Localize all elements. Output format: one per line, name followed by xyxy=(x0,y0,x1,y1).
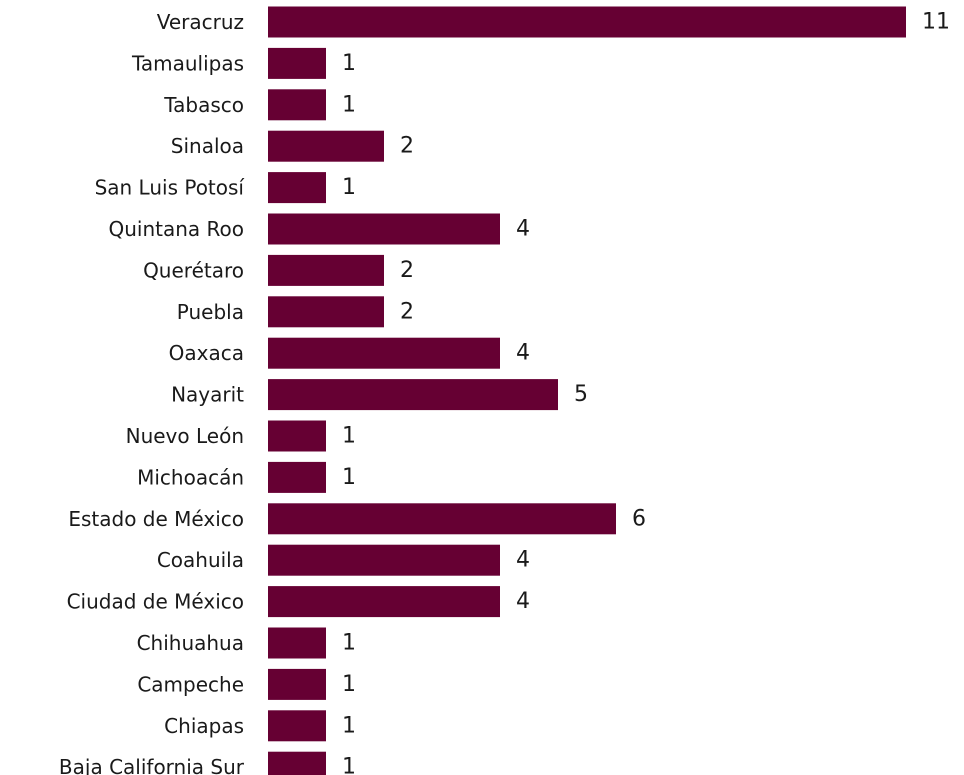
bar-campeche xyxy=(268,669,326,700)
category-label-coahuila: Coahuila xyxy=(157,548,244,572)
value-label-chihuahua: 1 xyxy=(342,631,356,656)
category-label-baja-california-sur: Baja California Sur xyxy=(59,755,245,775)
category-label-oaxaca: Oaxaca xyxy=(169,341,244,365)
bar-tabasco xyxy=(268,89,326,120)
category-label-tabasco: Tabasco xyxy=(163,93,244,117)
value-label-campeche: 1 xyxy=(342,672,356,697)
category-label-nuevo-leon: Nuevo León xyxy=(126,424,244,448)
category-label-campeche: Campeche xyxy=(137,672,244,696)
category-label-puebla: Puebla xyxy=(177,300,244,324)
value-label-coahuila: 4 xyxy=(516,548,530,573)
category-label-nayarit: Nayarit xyxy=(171,383,244,407)
value-label-ciudad-de-mexico: 4 xyxy=(516,589,530,614)
value-label-baja-california-sur: 1 xyxy=(342,755,356,775)
value-label-tabasco: 1 xyxy=(342,92,356,117)
category-label-tamaulipas: Tamaulipas xyxy=(131,51,244,75)
value-label-nuevo-leon: 1 xyxy=(342,424,356,449)
bar-nayarit xyxy=(268,379,558,410)
value-label-oaxaca: 4 xyxy=(516,341,530,366)
category-label-chihuahua: Chihuahua xyxy=(137,631,244,655)
category-label-quintana-roo: Quintana Roo xyxy=(108,217,244,241)
bar-san-luis-potosi xyxy=(268,172,326,203)
bar-estado-de-mexico xyxy=(268,503,616,534)
category-label-michoacan: Michoacán xyxy=(137,465,244,489)
bar-sinaloa xyxy=(268,131,384,162)
bar-tamaulipas xyxy=(268,48,326,79)
bar-queretaro xyxy=(268,255,384,286)
bar-michoacan xyxy=(268,462,326,493)
value-label-san-luis-potosi: 1 xyxy=(342,175,356,200)
category-label-chiapas: Chiapas xyxy=(164,714,244,738)
value-label-michoacan: 1 xyxy=(342,465,356,490)
value-label-puebla: 2 xyxy=(400,299,414,324)
bar-quintana-roo xyxy=(268,214,500,245)
category-label-estado-de-mexico: Estado de México xyxy=(68,507,244,531)
bar-ciudad-de-mexico xyxy=(268,586,500,617)
category-label-san-luis-potosi: San Luis Potosí xyxy=(95,176,246,200)
value-label-sinaloa: 2 xyxy=(400,134,414,159)
bar-puebla xyxy=(268,296,384,327)
value-label-quintana-roo: 4 xyxy=(516,217,530,242)
bar-coahuila xyxy=(268,545,500,576)
value-label-veracruz: 11 xyxy=(922,10,950,35)
category-label-queretaro: Querétaro xyxy=(143,258,244,282)
category-label-sinaloa: Sinaloa xyxy=(171,134,244,158)
value-label-tamaulipas: 1 xyxy=(342,51,356,76)
value-label-chiapas: 1 xyxy=(342,713,356,738)
bar-oaxaca xyxy=(268,338,500,369)
value-label-nayarit: 5 xyxy=(574,382,588,407)
value-label-queretaro: 2 xyxy=(400,258,414,283)
category-label-veracruz: Veracruz xyxy=(157,10,244,34)
bar-nuevo-leon xyxy=(268,421,326,452)
bar-chihuahua xyxy=(268,628,326,659)
value-label-estado-de-mexico: 6 xyxy=(632,506,646,531)
bar-veracruz xyxy=(268,7,906,38)
category-label-ciudad-de-mexico: Ciudad de México xyxy=(67,590,244,614)
bar-chiapas xyxy=(268,710,326,741)
category-labels: Veracruz Tamaulipas Tabasco Sinaloa San Luis… xyxy=(59,10,246,775)
bar-baja-california-sur xyxy=(268,752,326,775)
